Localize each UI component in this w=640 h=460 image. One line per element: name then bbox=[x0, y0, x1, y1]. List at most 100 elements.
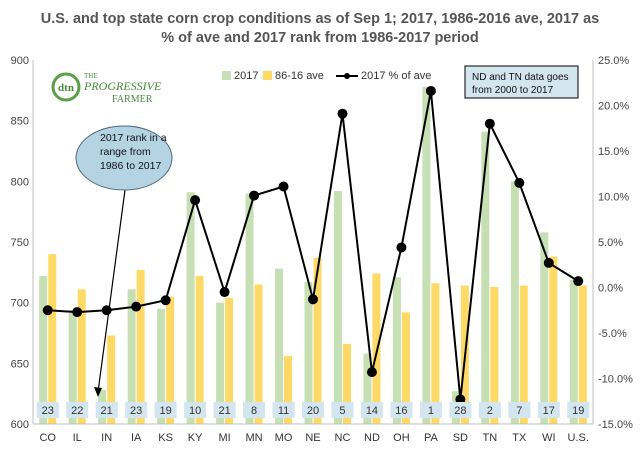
bar-ave-OH bbox=[401, 312, 410, 424]
rank-label-IA: 23 bbox=[130, 405, 142, 417]
logo-word-3: FARMER bbox=[112, 94, 153, 105]
category-label-TN: TN bbox=[483, 432, 498, 444]
pct-point-IN bbox=[101, 305, 112, 316]
rank-box-TX bbox=[508, 402, 531, 418]
right-tick-label: -5.0% bbox=[598, 328, 627, 340]
category-label-TX: TX bbox=[512, 432, 527, 444]
bar-ave-TX bbox=[519, 285, 528, 424]
logo: dtn THE PROGRESSIVE FARMER bbox=[51, 72, 162, 105]
bar-2017-ND bbox=[363, 353, 372, 424]
bar-2017-MI bbox=[216, 302, 225, 424]
rank-box-WI bbox=[537, 402, 560, 418]
category-label-NC: NC bbox=[335, 432, 351, 444]
rank-label-IN: 21 bbox=[101, 405, 113, 417]
category-label-U.S.: U.S. bbox=[568, 432, 589, 444]
rank-box-IA bbox=[125, 402, 148, 418]
legend-label-pct: 2017 % of ave bbox=[361, 70, 431, 82]
category-label-KS: KS bbox=[158, 432, 173, 444]
category-axis: CO IL IN IA KS KY MI MN MO NE NC ND OH PA SD TN TX WI U.S. bbox=[33, 423, 593, 444]
rank-label-U.S.: 19 bbox=[572, 405, 584, 417]
bar-2017-OH bbox=[392, 277, 401, 424]
callout-arrow-line bbox=[97, 189, 126, 393]
bar-ave-KS bbox=[166, 296, 175, 424]
bar-2017-NE bbox=[304, 282, 313, 424]
rank-callout: 2017 rank in a range from 1986 to 2017 bbox=[75, 125, 173, 397]
pct-point-OH bbox=[396, 242, 407, 253]
bar-2017-WI bbox=[540, 232, 549, 424]
rank-label-KS: 19 bbox=[160, 405, 172, 417]
rank-label-WI: 17 bbox=[543, 405, 555, 417]
pct-point-TN bbox=[484, 118, 495, 129]
rank-box-KS bbox=[154, 402, 177, 418]
left-tick-label: 800 bbox=[11, 176, 29, 188]
rank-label-MN: 8 bbox=[251, 405, 257, 417]
bar-2017-CO bbox=[39, 275, 48, 424]
bar-ave-MO bbox=[284, 356, 293, 424]
category-label-PA: PA bbox=[424, 432, 439, 444]
pct-point-U.S. bbox=[573, 276, 584, 287]
pct-point-MN bbox=[249, 190, 260, 201]
rank-box-NE bbox=[302, 402, 324, 418]
rank-labels: 23 22 21 23 19 10 21 8 11 20 5 14 16 1 28 2 7 17 19 bbox=[36, 402, 590, 418]
line-layer bbox=[42, 85, 584, 405]
note-line-2: from 2000 to 2017 bbox=[472, 85, 554, 96]
right-tick-label: 5.0% bbox=[598, 237, 623, 249]
category-label-MN: MN bbox=[245, 432, 262, 444]
pct-point-IA bbox=[131, 301, 142, 312]
pct-point-KY bbox=[190, 195, 201, 206]
rank-box-KY bbox=[184, 402, 207, 418]
pct-point-TX bbox=[514, 177, 525, 188]
right-tick-label: 25.0% bbox=[598, 55, 629, 67]
left-tick-label: 750 bbox=[11, 237, 29, 249]
right-tick-label: 20.0% bbox=[598, 101, 629, 113]
pct-point-NC bbox=[337, 108, 348, 119]
left-tick-label: 900 bbox=[11, 55, 29, 67]
category-label-IA: IA bbox=[131, 432, 142, 444]
category-label-SD: SD bbox=[453, 432, 468, 444]
rank-label-ND: 14 bbox=[366, 405, 378, 417]
bar-ave-IN bbox=[107, 335, 116, 424]
bar-ave-NC bbox=[342, 343, 351, 424]
bar-ave-NE bbox=[313, 257, 322, 424]
plot-area bbox=[33, 60, 593, 424]
category-label-WI: WI bbox=[542, 432, 555, 444]
right-tick-label: 10.0% bbox=[598, 192, 629, 204]
callout-line-2: range from bbox=[100, 146, 151, 158]
legend-swatch-2017 bbox=[222, 71, 231, 80]
bar-ave-MI bbox=[225, 297, 234, 424]
rank-box-PA bbox=[419, 402, 442, 418]
right-tick-label: 15.0% bbox=[598, 146, 629, 158]
legend-label-2017: 2017 bbox=[234, 70, 258, 82]
rank-label-PA: 1 bbox=[428, 405, 434, 417]
pct-point-KS bbox=[160, 295, 171, 306]
bar-2017-MN bbox=[245, 193, 254, 424]
right-tick-label: 0.0% bbox=[598, 283, 623, 295]
category-label-NE: NE bbox=[305, 432, 320, 444]
rank-label-KY: 10 bbox=[189, 405, 201, 417]
callout-ellipse bbox=[75, 125, 173, 191]
pct-point-IL bbox=[72, 307, 83, 318]
bar-2017-TX bbox=[510, 181, 519, 424]
pct-point-MO bbox=[278, 181, 289, 192]
bar-ave-IA bbox=[136, 269, 145, 424]
bar-2017-PA bbox=[422, 86, 431, 425]
rank-box-MI bbox=[213, 402, 236, 418]
rank-label-OH: 16 bbox=[395, 405, 407, 417]
bar-ave-MN bbox=[254, 284, 263, 424]
rank-box-CO bbox=[36, 402, 59, 418]
category-label-MO: MO bbox=[275, 432, 293, 444]
rank-label-NC: 5 bbox=[339, 405, 345, 417]
category-label-CO: CO bbox=[39, 432, 56, 444]
rank-box-SD bbox=[449, 402, 472, 418]
bar-2017-U.S. bbox=[569, 279, 578, 424]
bar-2017-KY bbox=[186, 192, 195, 424]
note-line-1: ND and TN data goes bbox=[472, 72, 569, 83]
callout-arrow-head-icon bbox=[94, 387, 102, 397]
bar-2017-NC bbox=[333, 191, 342, 424]
pct-point-MI bbox=[219, 287, 230, 298]
pct-point-CO bbox=[42, 305, 53, 316]
bar-ave-KY bbox=[195, 275, 204, 424]
note-box-frame bbox=[464, 65, 579, 99]
logo-word-2: PROGRESSIVE bbox=[83, 79, 162, 93]
rank-label-CO: 23 bbox=[42, 405, 54, 417]
